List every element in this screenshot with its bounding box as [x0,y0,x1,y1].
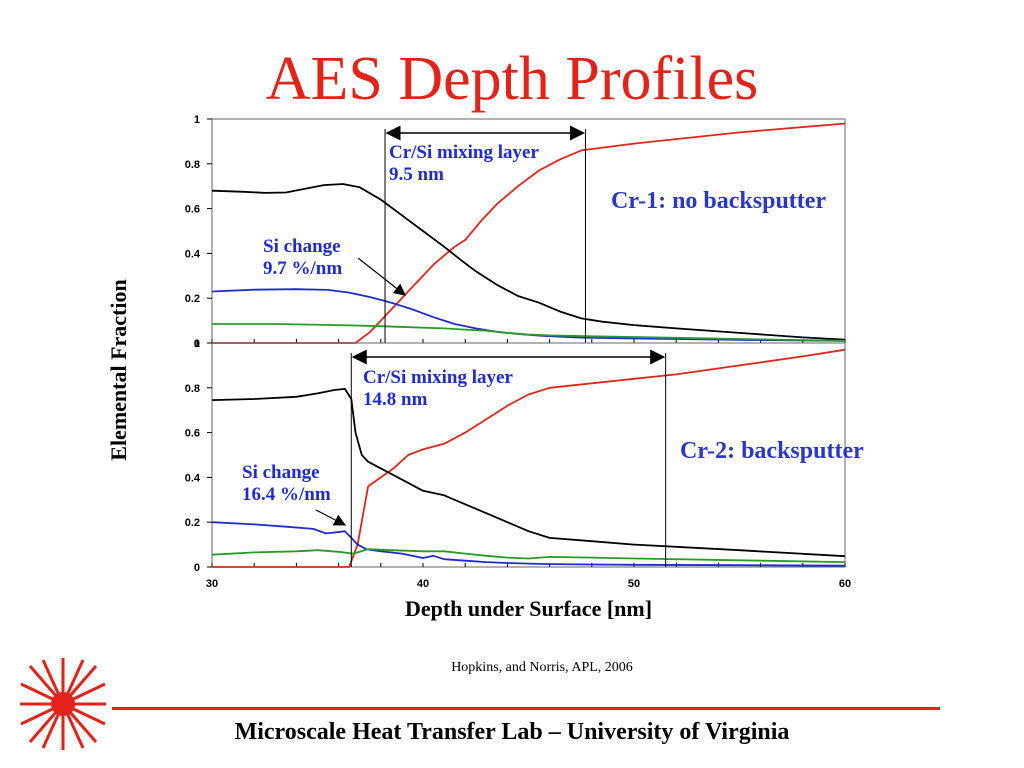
chart1-y-tick-label: 0.4 [185,248,201,260]
chart2-series-o-line [211,387,846,558]
top-mixing-layer-label: Cr/Si mixing layer [389,142,539,163]
chart1-series-si-line [211,288,846,342]
chart2-x-tick-label: 30 [206,578,218,590]
chart2-plot-frame [211,342,846,568]
bottom-mixing-layer-label: Cr/Si mixing layer [363,367,513,388]
top-mixing-layer-value: 9.5 nm [389,163,444,185]
footer: Microscale Heat Transfer Lab – Universit… [234,719,790,745]
top-si-change-label: Si change [263,236,341,257]
y-axis-label: Elemental Fraction [106,279,131,461]
chart2-y-tick-label: 0.8 [185,383,200,395]
bottom-chart-label: Cr-2: backsputter [680,438,864,464]
chart2-y-tick-label: 0.6 [185,428,200,440]
bottom-si-change-annotation: Si change 16.4 %/nm [242,462,331,506]
chart1-y-tick-label: 1 [194,114,200,126]
chart2-si-change-pointer [315,509,347,526]
x-axis-label: Depth under Surface [nm] [404,596,653,621]
chart2-series-si-line [211,521,846,567]
top-si-change-annotation: Si change 9.7 %/nm [263,236,342,280]
citation: Hopkins, and Norris, APL, 2006 [451,660,633,675]
chart2-series-c-line [211,548,846,563]
chart2-x-tick-label: 50 [628,578,640,590]
chart1-series-c-line [212,323,846,342]
bottom-si-change-value: 16.4 %/nm [242,483,331,505]
top-mixing-layer-annotation: Cr/Si mixing layer 9.5 nm [389,142,539,186]
laser-sunburst-logo-icon [20,658,106,750]
slide-title: AES Depth Profiles [265,45,759,113]
top-chart-label: Cr-1: no backsputter [611,188,827,214]
chart1-series-o-line [211,183,846,341]
footer-rule [112,707,940,710]
chart1-y-tick-label: 0 [194,338,200,350]
chart2-series-cr-line [212,348,846,568]
chart1-y-tick-label: 0.6 [185,204,200,216]
bottom-mixing-layer-annotation: Cr/Si mixing layer 14.8 nm [363,367,513,411]
chart2-y-tick-label: 0 [194,562,200,574]
chart2-y-tick-label: 0.2 [185,517,200,529]
chart1-y-tick-label: 0.2 [185,293,200,305]
bottom-si-change-label: Si change [242,462,320,483]
chart2-x-tick-label: 40 [417,578,429,590]
chart2-y-tick-label: 0.4 [185,472,201,484]
top-si-change-value: 9.7 %/nm [263,257,343,279]
chart2-y-tick-label: 1 [194,338,200,350]
bottom-mixing-layer-value: 14.8 nm [363,388,428,410]
chart2-x-tick-label: 60 [839,578,851,590]
chart1-series-cr-line [212,122,846,344]
chart1-si-change-pointer [357,257,406,296]
chart1-y-tick-label: 0.8 [185,159,200,171]
